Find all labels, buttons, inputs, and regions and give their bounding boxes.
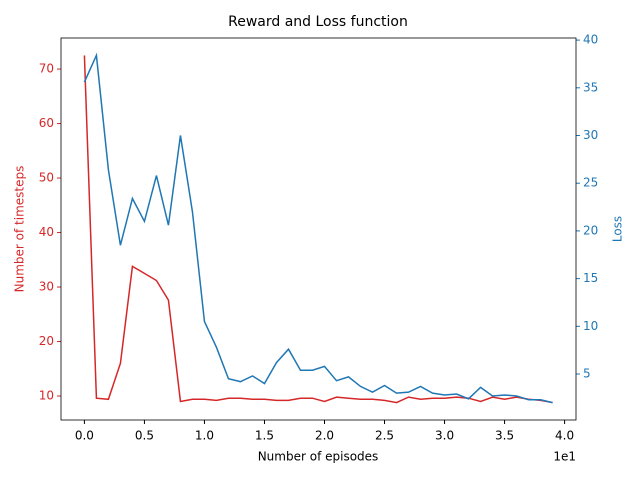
x-axis-label: Number of episodes bbox=[258, 450, 379, 464]
y2-tick-label: 40 bbox=[583, 33, 598, 47]
y-tick-label: 60 bbox=[39, 116, 54, 130]
x-tick-label: 1.5 bbox=[255, 429, 274, 443]
y-tick-label: 30 bbox=[39, 280, 54, 294]
y-tick-label: 10 bbox=[39, 389, 54, 403]
chart-title: Reward and Loss function bbox=[228, 14, 408, 30]
y2-tick-label: 5 bbox=[583, 367, 591, 381]
x-tick-label: 2.5 bbox=[375, 429, 394, 443]
y-axis-label: Number of timesteps bbox=[13, 166, 27, 293]
x-tick-label: 3.5 bbox=[495, 429, 514, 443]
y2-tick-label: 35 bbox=[583, 80, 598, 94]
y-tick-label: 20 bbox=[39, 334, 54, 348]
y-tick-label: 70 bbox=[39, 62, 54, 76]
y2-tick-label: 10 bbox=[583, 319, 598, 333]
x-tick-label: 1.0 bbox=[195, 429, 214, 443]
x-tick-label: 2.0 bbox=[315, 429, 334, 443]
y2-tick-label: 20 bbox=[583, 223, 598, 237]
x-tick-label: 0.0 bbox=[75, 429, 94, 443]
y2-tick-label: 15 bbox=[583, 271, 598, 285]
y2-axis-label: Loss bbox=[611, 216, 625, 242]
y-tick-label: 50 bbox=[39, 171, 54, 185]
x-tick-label: 4.0 bbox=[555, 429, 574, 443]
x-offset-label: 1e1 bbox=[553, 450, 576, 464]
plot-frame bbox=[60, 37, 577, 421]
data-line bbox=[83, 52, 553, 404]
y-tick-label: 40 bbox=[39, 225, 54, 239]
y2-tick-label: 30 bbox=[583, 128, 598, 142]
x-tick-label: 3.0 bbox=[435, 429, 454, 443]
x-tick-label: 0.5 bbox=[135, 429, 154, 443]
y2-tick-label: 25 bbox=[583, 176, 598, 190]
data-line bbox=[83, 55, 553, 404]
